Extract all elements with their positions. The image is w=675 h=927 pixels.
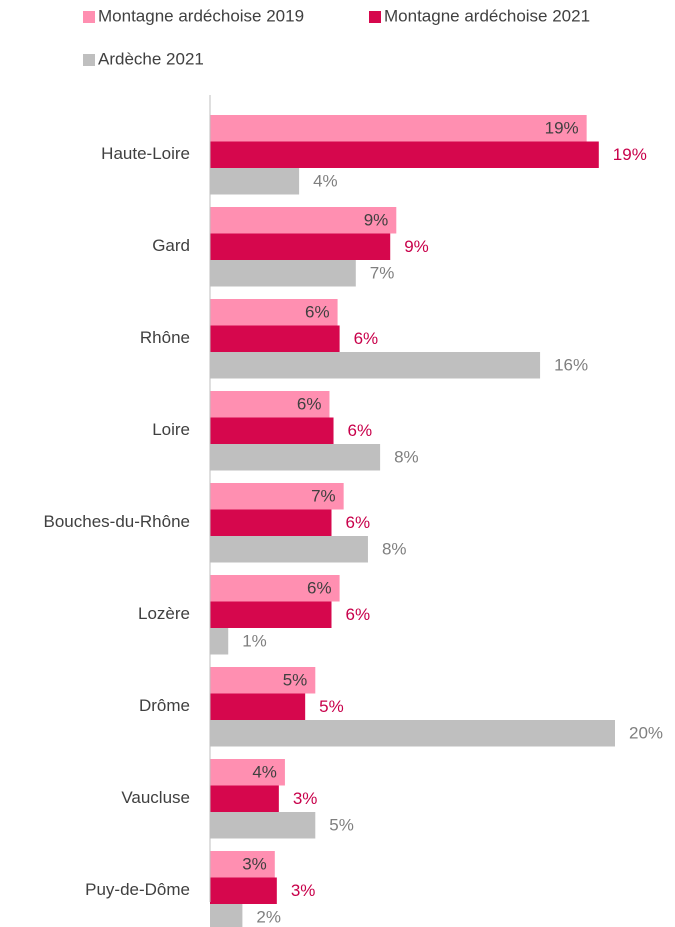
bar — [210, 877, 277, 904]
bar — [210, 260, 356, 287]
value-label: 6% — [354, 329, 379, 348]
category-label: Gard — [152, 236, 190, 255]
bar — [210, 812, 316, 839]
bar — [210, 352, 541, 379]
value-label: 3% — [293, 789, 318, 808]
value-label: 6% — [307, 579, 332, 598]
value-label: 8% — [394, 448, 419, 467]
value-label: 19% — [545, 119, 579, 138]
value-label: 7% — [370, 264, 395, 283]
bar — [210, 759, 285, 786]
value-label: 5% — [329, 816, 354, 835]
bar — [210, 509, 332, 536]
bar — [210, 325, 340, 352]
category-label: Rhône — [140, 328, 190, 347]
bar — [210, 207, 397, 234]
legend-swatch — [83, 11, 95, 23]
bar — [210, 904, 243, 927]
bar — [210, 233, 391, 260]
category-label: Puy-de-Dôme — [85, 880, 190, 899]
legend-swatch — [83, 54, 95, 66]
bar — [210, 168, 300, 195]
bar — [210, 444, 381, 471]
bar — [210, 785, 279, 812]
value-label: 19% — [613, 145, 647, 164]
value-label: 2% — [256, 908, 281, 927]
value-label: 3% — [291, 881, 316, 900]
bar — [210, 536, 368, 563]
value-label: 3% — [242, 855, 267, 874]
value-label: 6% — [348, 421, 373, 440]
value-label: 1% — [242, 632, 267, 651]
value-label: 8% — [382, 540, 407, 559]
category-label: Drôme — [139, 696, 190, 715]
value-label: 6% — [305, 303, 330, 322]
bar — [210, 601, 332, 628]
value-label: 6% — [346, 513, 371, 532]
bar — [210, 391, 330, 418]
category-label: Haute-Loire — [101, 144, 190, 163]
legend-label: Montagne ardéchoise 2021 — [384, 6, 590, 25]
bar — [210, 693, 306, 720]
legend-label: Montagne ardéchoise 2019 — [98, 6, 304, 25]
value-label: 5% — [283, 671, 308, 690]
bar — [210, 417, 334, 444]
legend-swatch — [369, 11, 381, 23]
bar — [210, 575, 340, 602]
value-label: 7% — [311, 487, 336, 506]
value-label: 4% — [252, 763, 277, 782]
category-label: Lozère — [138, 604, 190, 623]
bar — [210, 720, 615, 747]
value-label: 5% — [319, 697, 344, 716]
bar — [210, 483, 344, 510]
bar — [210, 115, 587, 142]
value-label: 9% — [404, 237, 429, 256]
value-label: 20% — [629, 724, 663, 743]
value-label: 9% — [364, 211, 389, 230]
value-label: 4% — [313, 172, 338, 191]
value-label: 6% — [346, 605, 371, 624]
bar — [210, 141, 599, 168]
bar — [210, 851, 275, 878]
category-label: Loire — [152, 420, 190, 439]
category-label: Vaucluse — [121, 788, 190, 807]
value-label: 6% — [297, 395, 322, 414]
value-label: 16% — [554, 356, 588, 375]
legend-label: Ardèche 2021 — [98, 49, 204, 68]
bar — [210, 628, 229, 655]
bar — [210, 299, 338, 326]
category-label: Bouches-du-Rhône — [44, 512, 190, 531]
bar — [210, 667, 316, 694]
